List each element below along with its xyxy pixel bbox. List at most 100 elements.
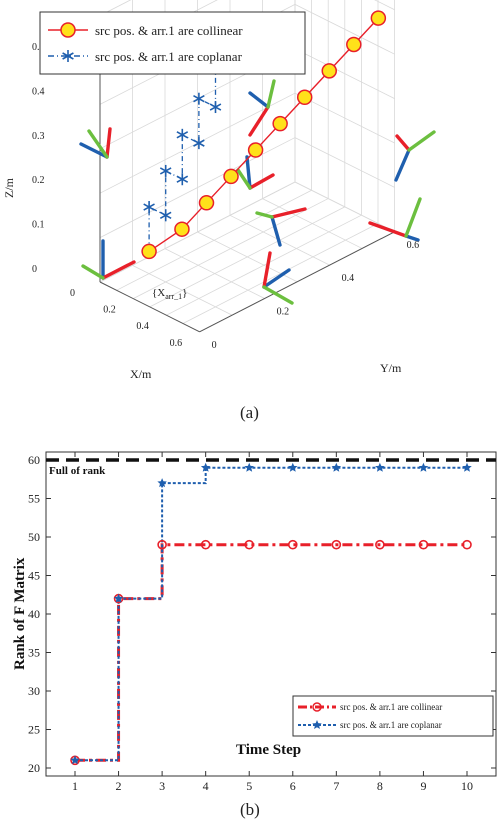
- x-tick-label: 0: [70, 288, 75, 299]
- legend-bottom: src pos. & arr.1 are collinear src pos. …: [292, 695, 494, 737]
- point-collinear: [296, 89, 313, 106]
- point-collinear: [157, 539, 167, 550]
- x-tick-label: 6: [290, 779, 296, 793]
- grid-line: [99, 181, 296, 283]
- caption-b: (b): [240, 800, 260, 819]
- array-frame: [236, 155, 275, 190]
- x-tick-label: 0.4: [136, 321, 149, 332]
- x-tick-label: 3: [159, 779, 165, 793]
- point-coplanar: [143, 201, 155, 214]
- x-tick-label: 4: [203, 779, 209, 793]
- y-tick-label: 50: [28, 530, 40, 544]
- grid-line: [294, 4, 395, 55]
- x-axis-title: Time Step: [236, 742, 301, 758]
- grid-line: [262, 198, 363, 249]
- point-collinear: [198, 195, 215, 211]
- y-tick-label: 0.2: [277, 306, 290, 317]
- y-tick-label: 25: [28, 723, 40, 737]
- array-frame: [248, 79, 276, 137]
- point-coplanar: [418, 462, 429, 472]
- x-tick-label: 10: [461, 779, 473, 793]
- legend-label-coplanar: src pos. & arr.1 are coplanar: [95, 49, 243, 64]
- z-tick-label: 0.2: [32, 175, 45, 186]
- array-frame: [81, 239, 136, 280]
- point-coplanar: [331, 462, 342, 472]
- point-collinear: [272, 115, 288, 132]
- grid-line: [294, 181, 395, 233]
- point-coplanar: [159, 164, 172, 177]
- point-coplanar: [209, 101, 222, 114]
- full-rank-label: Full of rank: [49, 465, 106, 477]
- point-collinear: [370, 10, 387, 26]
- point-coplanar: [193, 137, 205, 150]
- legend-star: [312, 720, 322, 730]
- point-coplanar: [200, 462, 211, 472]
- x-tick-label: 0.2: [103, 305, 116, 316]
- grid-line: [166, 214, 362, 316]
- x-tick-label: 7: [333, 779, 339, 793]
- y-tick-label: 0: [212, 340, 217, 351]
- point-collinear: [247, 142, 264, 158]
- legend-top: src pos. & arr.1 are collinear src pos. …: [39, 11, 306, 75]
- y-tick-label: 0.6: [407, 240, 420, 251]
- y-tick-label: 30: [28, 684, 40, 698]
- x-ticks: 1 2 3 4 5 6 7 8 9 10: [72, 452, 473, 793]
- point-collinear: [462, 539, 472, 550]
- point-collinear: [331, 539, 342, 550]
- y-axis-label: Y/m: [380, 361, 402, 375]
- y-axis-title: Rank of F Matrix: [12, 557, 28, 670]
- z-tick-label: 0.3: [32, 131, 45, 142]
- z-tick-label: 0.5: [32, 42, 45, 53]
- x-tick-label: 2: [116, 779, 122, 793]
- y-ticks: 20 25 30 35 40 45 50 55 60: [28, 453, 496, 775]
- point-collinear: [418, 539, 429, 550]
- grid-line: [374, 0, 395, 11]
- grid-line: [294, 48, 395, 99]
- y-tick-label: 0.4: [342, 273, 355, 284]
- point-collinear: [141, 243, 157, 260]
- point-coplanar: [244, 462, 254, 472]
- y-tick-label: 60: [28, 453, 40, 467]
- point-coplanar: [70, 755, 80, 765]
- point-coplanar: [176, 173, 189, 186]
- point-collinear: [321, 63, 337, 79]
- y-tick-label: 35: [28, 646, 40, 660]
- y-tick-label: 45: [28, 569, 40, 583]
- grid-line: [294, 137, 395, 188]
- chart-3d: 0 0.2 0.4 0.6 0 0.2 0.4 0.6 0 0.1 0.2 0.3 0.4 0.5 {Xa…: [2, 0, 436, 422]
- legend-swatch-collinear-marker: [312, 702, 322, 712]
- point-coplanar: [176, 128, 189, 141]
- y-axis: [199, 231, 395, 333]
- caption-a: (a): [240, 403, 259, 422]
- array-frame: [255, 207, 307, 247]
- grid-line: [294, 92, 395, 144]
- z-tick-label: 0: [32, 264, 37, 275]
- x-tick-label: 8: [377, 779, 383, 793]
- legend-box: [39, 11, 306, 75]
- legend-swatch-collinear-marker: [60, 22, 76, 38]
- legend-box: [292, 695, 494, 737]
- series-line-coplanar: [148, 62, 217, 252]
- legend-asterisk: [62, 50, 74, 62]
- legend-swatch-coplanar-marker: [62, 50, 74, 62]
- point-coplanar: [113, 593, 124, 603]
- z-axis-label: Z/m: [2, 177, 16, 198]
- point-coplanar: [375, 462, 385, 472]
- point-coplanar: [462, 462, 472, 472]
- series-line-collinear: [75, 543, 467, 762]
- y-tick-label: 55: [28, 492, 40, 506]
- x-tick-label: 1: [72, 779, 78, 793]
- ticks-3d: 0 0.2 0.4 0.6 0 0.2 0.4 0.6 0 0.1 0.2 0.3 0.4 0.5: [32, 42, 419, 351]
- array-frame: [368, 197, 422, 242]
- z-tick-label: 0.4: [32, 86, 45, 97]
- legend-label-collinear: src pos. & arr.1 are collinear: [95, 23, 243, 38]
- point-collinear: [346, 36, 362, 53]
- array-frame: [79, 127, 112, 159]
- series-line-collinear: [148, 17, 379, 253]
- x-axis: [99, 281, 200, 333]
- y-tick-label: 40: [28, 607, 40, 621]
- x-tick-label: 5: [246, 779, 252, 793]
- point-collinear: [287, 539, 298, 550]
- point-collinear: [375, 539, 385, 550]
